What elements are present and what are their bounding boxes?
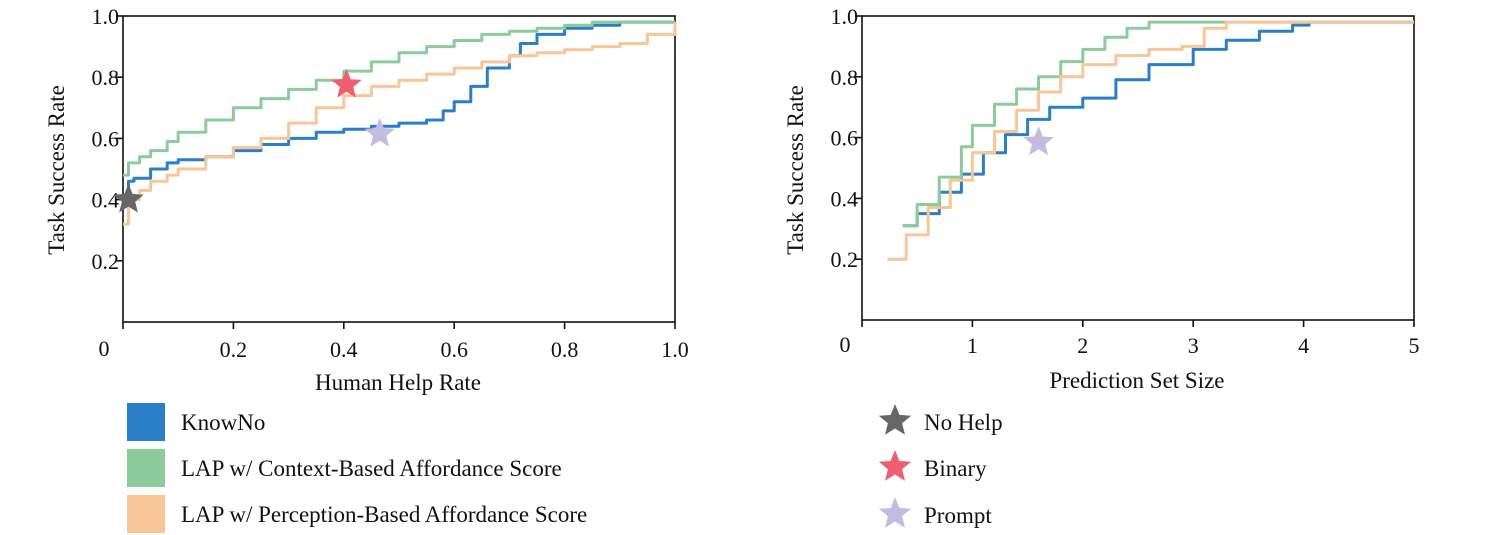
x-tick-label: 2 [1077, 333, 1088, 358]
y-tick-label: 0.4 [92, 188, 120, 213]
marker-prompt-star-icon [1023, 126, 1054, 156]
y-tick-label: 0.8 [831, 65, 859, 90]
legend-methods: KnowNo LAP w/ Context-Based Affordance S… [127, 403, 587, 533]
y-tick-label: 0.8 [92, 65, 120, 90]
legend-item-lap-context: LAP w/ Context-Based Affordance Score [127, 449, 562, 487]
y-tick-label: 0.6 [831, 126, 859, 151]
series-line-lap-w-context-based-affordance-score [902, 20, 1414, 228]
x-tick-label: 1 [967, 333, 978, 358]
legend-item-binary: Binary [878, 450, 987, 481]
legend-item-prompt: Prompt [878, 497, 992, 528]
plot-frame [122, 15, 676, 323]
y-tick-label: 1.0 [92, 4, 120, 29]
legend-swatch-lap-context [127, 449, 165, 487]
chart-left-ylabel: Task Success Rate [44, 85, 69, 255]
legend-label-binary: Binary [924, 456, 987, 481]
star-icon-binary [878, 450, 912, 481]
legend-label-no-help: No Help [924, 410, 1003, 435]
x-tick-label: 3 [1188, 333, 1199, 358]
legend-label-prompt: Prompt [924, 503, 992, 528]
x-tick-label: 0.8 [551, 337, 579, 362]
legend-item-lap-perception: LAP w/ Perception-Based Affordance Score [127, 495, 587, 533]
plot-frame [861, 15, 1415, 321]
x-tick-label: 4 [1298, 333, 1309, 358]
legend-item-no-help: No Help [878, 404, 1003, 435]
y-tick-label: 0.6 [92, 126, 120, 151]
series-line-lap-w-perception-based-affordance-score [123, 22, 677, 226]
y-tick-label: 0.2 [831, 247, 859, 272]
legend-baselines: No Help Binary Prompt [878, 404, 1003, 528]
origin-tick-label: 0 [840, 332, 851, 357]
series-line-knowno [123, 20, 675, 202]
legend-swatch-knowno [127, 403, 165, 441]
series-line-lap-w-context-based-affordance-score [123, 20, 675, 177]
series-line-knowno [902, 20, 1414, 228]
x-tick-label: 0.4 [330, 337, 358, 362]
y-tick-label: 1.0 [831, 4, 859, 29]
legend-label-lap-perception: LAP w/ Perception-Based Affordance Score [181, 502, 587, 527]
chart-help-rate: 0.2 0.4 0.6 0.8 1.0 0 0.2 0.4 0.6 0.8 1.0 [92, 4, 689, 362]
chart-prediction-set-size: 1 2 3 4 5 0 0.2 0.4 0.6 0.8 1.0 [831, 4, 1420, 358]
legend-label-lap-context: LAP w/ Context-Based Affordance Score [181, 456, 562, 481]
star-icon-prompt [878, 497, 912, 528]
chart-right-ylabel: Task Success Rate [783, 85, 808, 255]
x-tick-label: 1.0 [661, 337, 689, 362]
marker-no-help-star-icon [113, 183, 144, 213]
x-tick-label: 0.6 [440, 337, 468, 362]
origin-tick-label: 0 [99, 336, 110, 361]
y-tick-label: 0.2 [92, 249, 120, 274]
marker-binary-star-icon [331, 68, 362, 98]
x-tick-label: 0.2 [220, 337, 248, 362]
legend-item-knowno: KnowNo [127, 403, 265, 441]
chart-right-xlabel: Prediction Set Size [1049, 368, 1224, 393]
legend-swatch-lap-perception [127, 495, 165, 533]
legend-label-knowno: KnowNo [181, 410, 265, 435]
marker-prompt-star-icon [364, 117, 395, 147]
series-line-lap-w-perception-based-affordance-score [887, 20, 1414, 261]
y-tick-label: 0.4 [831, 186, 859, 211]
star-icon-no-help [878, 404, 912, 435]
chart-left-xlabel: Human Help Rate [315, 370, 481, 395]
x-tick-label: 5 [1409, 333, 1420, 358]
